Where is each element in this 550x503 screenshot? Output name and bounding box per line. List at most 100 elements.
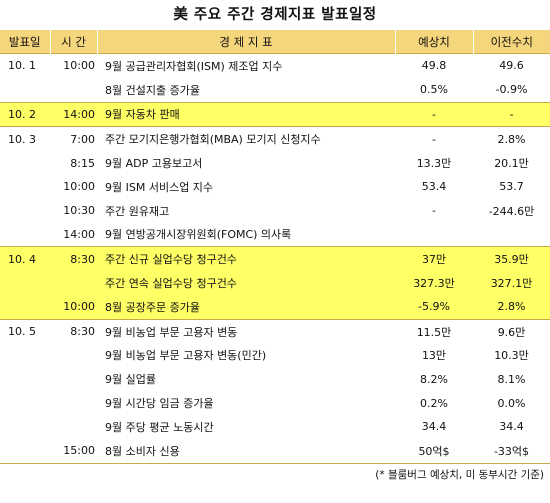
header-time: 시 간 [49,30,97,54]
indicator-name: 8월 공장주문 증가율 [97,294,395,320]
indicator-name: 9월 비농업 부문 고용자 변동(민간) [105,349,267,363]
previous-value: -244.6만 [488,204,535,218]
indicator-name: 9월 연방공개시장위원회(FOMC) 의사록 [105,228,292,242]
table-row: 9월 주당 평균 노동시간 34.4 34.4 [0,415,550,439]
previous-value: 8.1% [497,372,526,386]
release-time: 7:00 [50,126,97,152]
indicator-name: 8월 소비자 신용 [97,438,395,464]
previous-value: 34.4 [499,420,524,434]
indicator-name: 9월 시간당 임금 증가율 [105,397,214,411]
release-time: 14:00 [50,101,97,127]
forecast-value: 8.2% [420,372,448,386]
indicator-name: 주간 연속 실업수당 청구건수 [97,271,395,295]
header-row: 발표일 시 간 경 제 지 표 예상치 이전수치 [0,30,550,54]
previous-value [473,223,550,247]
forecast-value: 13만 [421,349,447,363]
forecast-value: 0.5% [420,83,448,97]
release-date [0,78,50,102]
forecast-value: - [395,101,473,127]
release-time: 8:30 [50,318,97,344]
forecast-value: 50억$ [395,438,473,464]
table-row: 10:00 9월 ISM 서비스업 지수 53.4 53.7 [0,175,550,199]
release-date: 10. 3 [0,126,50,152]
release-time [50,78,97,102]
table-row: 10:00 8월 공장주문 증가율 -5.9% 2.8% [0,294,550,320]
header-previous: 이전수치 [472,30,550,54]
previous-value: - [473,101,550,127]
release-time: 10:00 [50,52,97,78]
release-date: 10. 4 [0,246,50,272]
forecast-value: - [432,204,436,218]
table-row: 15:00 8월 소비자 신용 50억$ -33억$ [0,438,550,464]
source-note: (* 블룸버그 예상치, 미 동부시간 기준) [375,468,544,481]
forecast-value: 0.2% [420,396,448,410]
release-time [50,391,97,415]
table-row: 9월 비농업 부문 고용자 변동(민간) 13만 10.3만 [0,344,550,368]
previous-value: 53.7 [499,180,524,194]
release-time [50,271,97,295]
table-row: 9월 시간당 임금 증가율 0.2% 0.0% [0,391,550,415]
previous-value: 20.1만 [494,157,529,171]
previous-value: -33억$ [473,438,550,464]
header-forecast: 예상치 [394,30,473,54]
table-row: 10. 1 10:00 9월 공급관리자협회(ISM) 제조업 지수 49.8 … [0,52,550,78]
indicator-name: 주간 원유재고 [105,204,170,218]
release-date [0,199,50,223]
previous-value: -0.9% [495,83,528,97]
previous-value: 2.8% [473,126,550,152]
release-date [0,223,50,247]
release-time [50,344,97,368]
release-time: 14:00 [63,227,95,241]
header-indicator: 경 제 지 표 [96,30,395,54]
header-date: 발표일 [0,30,50,54]
indicator-name: 9월 자동차 판매 [97,101,395,127]
indicator-name: 8월 건설지출 증가율 [105,83,200,97]
forecast-value: 34.4 [421,420,447,434]
release-date [0,151,50,175]
previous-value: 0.0% [497,396,526,410]
table-row: 14:00 9월 연방공개시장위원회(FOMC) 의사록 [0,223,550,247]
indicator-name: 9월 주당 평균 노동시간 [105,420,214,434]
release-date: 10. 5 [0,318,50,344]
indicator-name: 주간 모기지은행가협회(MBA) 모기지 신청지수 [97,126,395,152]
release-date: 10. 1 [0,52,50,78]
release-date [0,175,50,199]
release-time: 10:30 [63,204,95,218]
release-time: 15:00 [50,438,97,464]
release-date: 10. 2 [0,101,50,127]
indicator-name: 9월 공급관리자협회(ISM) 제조업 지수 [97,52,395,78]
release-time [50,367,97,391]
indicator-name: 주간 신규 실업수당 청구건수 [97,246,395,272]
table-row: 주간 연속 실업수당 청구건수 327.3만 327.1만 [0,271,550,295]
release-date [0,391,50,415]
indicator-name: 9월 ISM 서비스업 지수 [105,180,214,194]
release-time: 8:15 [70,156,95,170]
forecast-value: 37만 [395,246,473,272]
previous-value: 327.1만 [473,271,550,295]
indicator-name: 9월 실업률 [105,373,156,387]
table-row: 10. 3 7:00 주간 모기지은행가협회(MBA) 모기지 신청지수 - 2… [0,126,550,152]
forecast-value: 53.4 [421,180,447,194]
release-time: 10:00 [63,180,95,194]
indicator-name: 9월 ADP 고용보고서 [105,157,203,171]
indicator-name: 9월 비농업 부문 고용자 변동 [97,318,395,344]
previous-value: 49.6 [473,52,550,78]
release-date [0,344,50,368]
release-time: 10:00 [50,294,97,320]
release-date [0,415,50,439]
schedule-table: 발표일 시 간 경 제 지 표 예상치 이전수치 10. 1 10:00 9월 … [0,30,550,464]
forecast-value [395,223,473,247]
previous-value: 10.3만 [494,349,529,363]
table-row: 8월 건설지출 증가율 0.5% -0.9% [0,78,550,102]
release-date [0,271,50,295]
forecast-value: - [395,126,473,152]
table-row: 10:30 주간 원유재고 - -244.6만 [0,199,550,223]
forecast-value: 327.3만 [395,271,473,295]
table-row: 8:15 9월 ADP 고용보고서 13.3만 20.1만 [0,151,550,175]
table-row: 10. 2 14:00 9월 자동차 판매 - - [0,101,550,127]
forecast-value: 11.5만 [395,318,473,344]
forecast-value: 13.3만 [416,157,452,171]
table-row: 10. 4 8:30 주간 신규 실업수당 청구건수 37만 35.9만 [0,246,550,272]
release-time: 8:30 [50,246,97,272]
previous-value: 2.8% [473,294,550,320]
